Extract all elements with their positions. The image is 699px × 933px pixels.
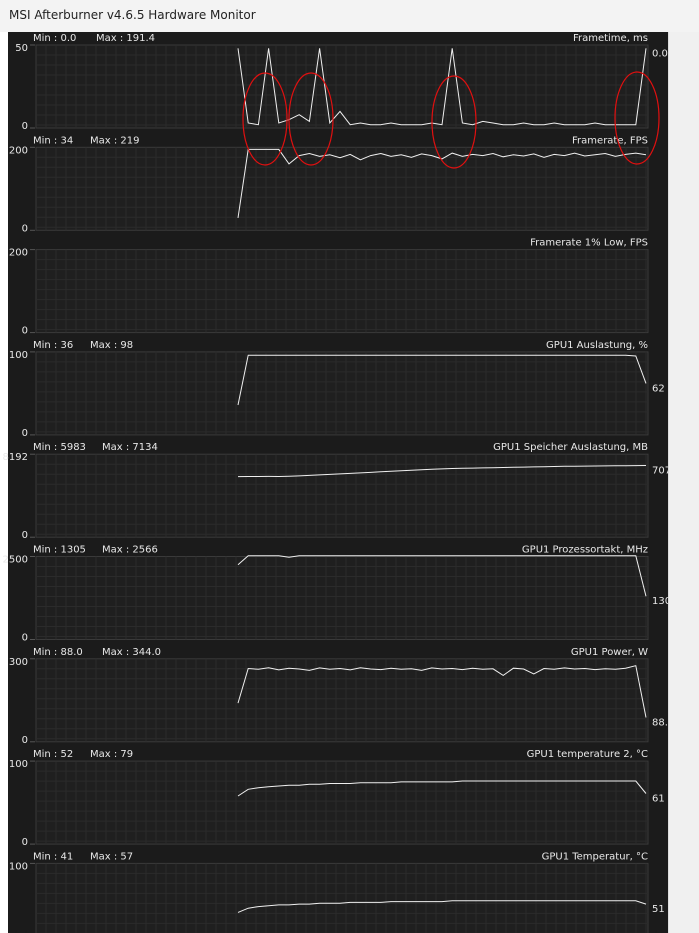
min-label: Min : 5983 [33,442,86,453]
current-value: 7076 [652,466,668,477]
y-tick-label: 0 [22,223,28,234]
annotation-circle [288,72,334,166]
y-tick-label: 300 [9,657,28,668]
annotation-circle [431,75,477,169]
current-value: 1305 [652,596,668,607]
trace [237,900,647,913]
y-tick-label: 0 [22,633,28,644]
min-label: Min : 34 [33,135,73,146]
min-label: Min : 1305 [33,545,86,556]
min-label: Min : 0.0 [33,33,76,44]
y-tick-label: 8192 [3,452,28,463]
max-label: Max : 344.0 [102,647,161,658]
y-tick-label: 0 [22,735,28,746]
panel-title: GPU1 Power, W [571,647,648,658]
trace [237,465,647,478]
y-tick-label: 100 [9,861,28,872]
trace [237,665,647,718]
min-label: Min : 88.0 [33,647,83,658]
current-value: 62 [652,383,665,394]
y-tick-label: 100 [9,759,28,770]
panel-title: GPU1 Prozessortakt, MHz [522,545,648,556]
panel-title: GPU1 Auslastung, % [546,340,648,351]
max-label: Max : 7134 [102,442,158,453]
panel-title: Framerate 1% Low, FPS [530,238,648,249]
panel-title: GPU1 temperature 2, °C [527,749,648,760]
panel-title: GPU1 Speicher Auslastung, MB [493,442,648,453]
current-value: 88.0 [652,717,668,728]
scrollbar[interactable] [668,32,699,933]
window-title: MSI Afterburner v4.6.5 Hardware Monitor [9,8,256,22]
max-label: Max : 191.4 [96,33,155,44]
y-tick-label: 0 [22,837,28,848]
annotation-circle [242,72,288,166]
max-label: Max : 79 [90,749,133,760]
panel-title: GPU1 Temperatur, °C [542,851,648,862]
y-tick-label: 200 [9,248,28,259]
max-label: Max : 57 [90,851,133,862]
monitor: 0 50 Min : 0.0 Max : 191.4 Frametime, ms 0.0 0… [3,32,668,933]
trace [237,354,647,406]
y-tick-label: 0 [22,326,28,337]
y-tick-label: 50 [15,43,28,54]
trace [237,780,647,797]
y-tick-label: 0 [22,428,28,439]
current-value: 0.0 [652,48,668,59]
y-tick-label: 0 [22,530,28,541]
trace [237,148,647,218]
trace [237,555,647,597]
panel-title: Frametime, ms [573,33,648,44]
current-value: 51 [652,904,665,915]
y-tick-label: 2500 [3,555,28,566]
max-label: Max : 2566 [102,545,158,556]
annotation-circle [614,71,660,165]
max-label: Max : 98 [90,340,133,351]
y-tick-label: 200 [9,145,28,156]
min-label: Min : 52 [33,749,73,760]
max-label: Max : 219 [90,135,140,146]
min-label: Min : 36 [33,340,73,351]
title-bar: MSI Afterburner v4.6.5 Hardware Monitor [0,0,699,32]
panel-title: Framerate, FPS [572,135,648,146]
y-tick-label: 100 [9,350,28,361]
current-value: 61 [652,793,665,804]
y-tick-label: 0 [22,121,28,132]
min-label: Min : 41 [33,851,73,862]
trace [237,48,647,126]
